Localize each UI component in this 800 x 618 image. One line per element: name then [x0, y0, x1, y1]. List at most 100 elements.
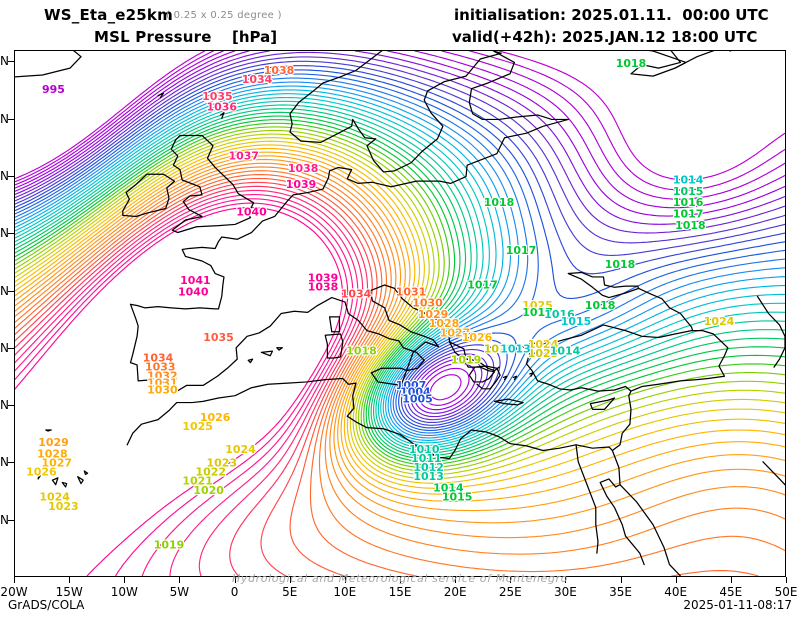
contour-label: 1023 [48, 500, 79, 513]
x-axis-tick [565, 577, 567, 583]
contour-label: 1029 [418, 308, 449, 321]
y-axis-tick [8, 118, 14, 120]
contour-label: 1039 [308, 272, 339, 285]
coastline-segment [220, 112, 225, 119]
contour-label: 1013 [500, 342, 531, 355]
contour-line-1001 [15, 51, 785, 234]
contour-label: 1034 [242, 73, 273, 86]
contour-label: 1032 [147, 370, 178, 383]
coastline-segment [37, 474, 41, 480]
coastline-segment [61, 481, 68, 488]
contour-line-1006 [15, 73, 785, 432]
contour-label: 1014 [433, 482, 464, 495]
contour-label: 1028 [429, 317, 460, 330]
x-axis-label: 15E [388, 585, 412, 599]
coastline-segment [289, 51, 715, 133]
contour-line-1004 [400, 339, 508, 426]
coastline-segment [589, 397, 616, 410]
contour-line-1033 [671, 570, 759, 576]
contour-label: 1024 [528, 338, 559, 351]
contour-label: 1034 [341, 288, 372, 301]
contour-line-999 [386, 51, 785, 217]
coastline-segment [448, 341, 501, 390]
coastline-segment [611, 390, 632, 452]
y-axis-label: N [0, 398, 9, 413]
x-axis-tick [289, 577, 291, 583]
y-axis-label: N [0, 111, 9, 126]
contour-line-1040 [15, 202, 349, 576]
contour-line-997 [441, 51, 785, 200]
contour-line-1036 [15, 185, 369, 576]
coastline-segment [502, 375, 508, 381]
x-axis-tick [620, 577, 622, 583]
x-axis-label: 0 [230, 585, 239, 599]
coastline-segment [575, 444, 599, 554]
contour-value-labels: 9951034103510361037103810381039104010411… [25, 56, 736, 553]
contour-label: 1025 [182, 420, 213, 433]
contour-label: 1036 [207, 100, 238, 113]
x-axis-tick [344, 577, 346, 583]
coastline-segment [638, 287, 694, 332]
contour-line-1003 [15, 60, 785, 256]
contour-line-998 [414, 51, 785, 209]
contour-line-1027 [15, 151, 785, 502]
contour-label: 1004 [400, 386, 431, 399]
coastline-segment [45, 429, 52, 432]
contour-label: 1037 [229, 149, 260, 162]
contour-label: 1015 [561, 315, 592, 328]
y-axis-tick [8, 290, 14, 292]
contour-label: 1015 [442, 491, 473, 504]
contour-label: 1031 [147, 377, 178, 390]
contour-line-996 [15, 51, 214, 183]
contour-label: 1039 [286, 178, 317, 191]
contour-line-1010 [15, 89, 785, 441]
contour-label: 1013 [413, 470, 444, 483]
contour-label: 1031 [396, 285, 427, 298]
x-axis-label: 10W [110, 585, 138, 599]
contour-line-1028 [15, 155, 785, 512]
coastline-segment [129, 284, 500, 395]
x-axis-tick [675, 577, 677, 583]
contour-label: 1021 [182, 475, 213, 488]
contour-label: 1030 [412, 297, 443, 310]
x-axis-tick [455, 577, 457, 583]
contour-line-995 [15, 51, 206, 180]
render-timestamp: 2025-01-11-08:17 [683, 598, 792, 612]
contour-line-1001 [410, 353, 489, 418]
x-axis-tick [69, 577, 71, 583]
coastline-segment [522, 324, 729, 392]
coastline-segment [129, 118, 569, 310]
contour-line-998 [15, 51, 236, 189]
contour-line-1023 [15, 137, 785, 480]
contour-label: 1038 [288, 162, 319, 175]
y-axis-label: N [0, 283, 9, 298]
contour-label: 1019 [154, 539, 185, 552]
contour-label: 1026 [462, 331, 493, 344]
contour-line-996 [469, 51, 785, 191]
coastline-segment [15, 51, 82, 78]
contour-line-1034 [15, 177, 378, 576]
x-axis-tick [234, 577, 236, 583]
coastline-segment [157, 92, 165, 99]
contour-label: 1012 [413, 461, 444, 474]
contour-line-997 [15, 51, 224, 186]
x-axis-label: 40E [664, 585, 688, 599]
y-axis-tick [8, 61, 14, 63]
variable-name-label: MSL Pressure [94, 28, 212, 46]
coastline-segment [289, 51, 569, 173]
contour-label: 1016 [673, 196, 704, 209]
contour-label: 1005 [402, 393, 433, 406]
contour-line-1000 [414, 357, 483, 414]
contour-line-1038 [15, 193, 359, 576]
contour-label: 1023 [207, 456, 238, 469]
y-axis-tick [8, 176, 14, 178]
contour-line-1007 [15, 77, 785, 434]
x-axis-label: 5W [169, 585, 190, 599]
contour-line-1002 [15, 56, 785, 244]
valid-time-label: valid(+42h): 2025.JAN.12 18:00 UTC [452, 28, 758, 46]
map-plot-area[interactable]: 995 1034 1035 1036 1037 1038 1038 1039 1040 1041 1… [14, 50, 786, 577]
coastline-segment [648, 51, 687, 69]
coastline-segment [529, 372, 534, 377]
contour-label: 1035 [203, 331, 234, 344]
